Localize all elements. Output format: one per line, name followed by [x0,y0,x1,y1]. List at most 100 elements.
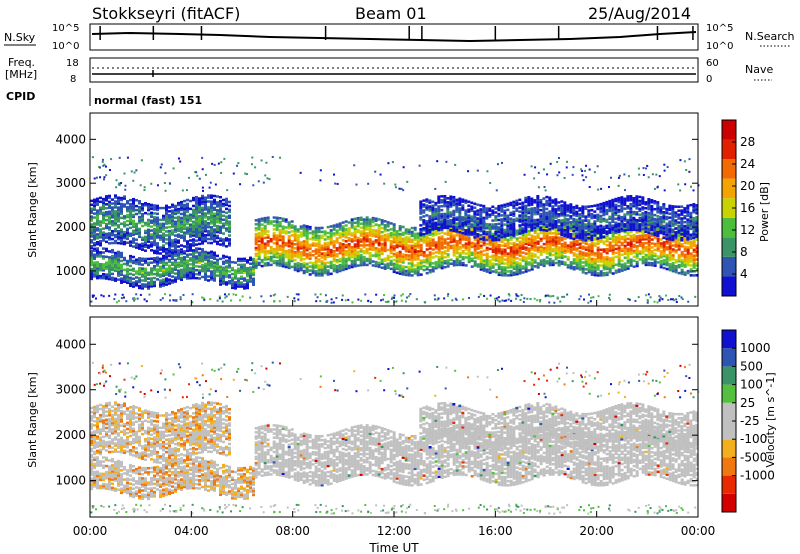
power-cell [422,237,426,240]
power-cell [608,237,612,240]
power-cell [252,273,255,277]
power-cell [644,249,648,253]
power-cell [527,221,531,225]
power-cell [278,232,282,236]
power-cell [431,232,435,235]
power-cell [353,237,357,240]
power-cell [102,213,105,217]
power-cell [650,252,654,255]
power-cell [488,229,492,233]
power-cell [509,273,513,277]
power-cell [437,224,441,227]
power-cell [425,260,429,263]
power-cell [512,263,516,267]
power-cell [533,247,537,250]
power-cell [365,220,369,223]
power-cell [228,240,231,243]
power-cell [228,230,231,233]
power-cell [207,229,210,233]
power-cell [108,200,111,204]
power-cell [332,242,336,245]
power-cell [467,226,471,229]
power-cell [512,204,516,208]
power-cell [440,264,444,268]
power-cell [135,232,138,236]
power-cell [353,227,357,230]
power-cell [428,223,432,226]
power-cell [204,235,207,239]
power-cell [174,276,177,279]
power-cell [575,253,579,256]
power-cell [293,252,297,256]
power-cell [111,256,114,260]
power-cell [156,236,159,239]
power-cell [93,273,96,276]
power-cell [186,273,189,276]
power-cell [263,246,267,249]
power-cell [171,253,174,257]
power-cell [260,223,264,226]
power-cell [198,209,201,212]
power-cell [111,258,114,262]
power-cell [590,271,594,274]
power-cell [213,257,216,260]
power-cell [114,259,117,263]
power-cell [449,225,453,228]
power-cell [350,261,354,265]
power-cell [518,264,522,267]
power-cell [311,261,315,265]
power-cell [135,222,138,226]
power-cell [518,214,522,217]
power-cell [377,253,381,257]
power-cell [90,257,93,261]
power-cell [446,265,450,268]
power-cell [527,209,531,213]
power-cell [374,254,378,258]
power-cell [464,223,468,226]
power-cell [566,226,570,229]
power-cell [458,236,462,239]
power-cell [210,200,213,203]
power-cell [428,270,432,274]
power-cell [431,256,435,259]
power-cell [132,203,135,207]
power-cell [542,217,546,220]
power-cell [593,264,597,267]
power-cell [521,233,525,237]
power-cell [156,258,159,261]
power-cell [629,244,633,248]
power-cell [186,206,189,210]
power-cell [509,242,513,245]
power-cell [518,244,522,247]
power-cell [102,257,105,260]
power-cell [527,211,531,215]
power-cell [485,256,489,260]
power-cell [428,253,432,256]
power-cell [482,239,486,243]
power-cell [174,278,177,281]
power-cell [491,227,495,230]
power-cell [332,255,336,259]
power-cell [434,227,438,230]
power-cell [147,202,150,206]
power-cell [293,227,297,230]
power-cell [386,236,390,240]
power-cell [284,230,288,233]
power-cell [165,208,168,212]
power-cell [329,229,333,232]
power-cell [521,223,525,226]
power-cell [225,255,228,259]
date-title: 25/Aug/2014 [588,4,691,23]
power-cell [536,218,540,222]
power-cell [641,251,645,255]
power-cell [198,261,201,264]
power-cell [272,228,276,231]
power-cell [305,264,309,268]
power-cell [530,262,534,265]
power-cell [207,225,210,229]
power-cell [117,268,120,272]
power-cell [560,244,564,248]
power-cell [123,225,126,228]
power-cell [162,226,165,230]
power-cell [183,237,186,240]
